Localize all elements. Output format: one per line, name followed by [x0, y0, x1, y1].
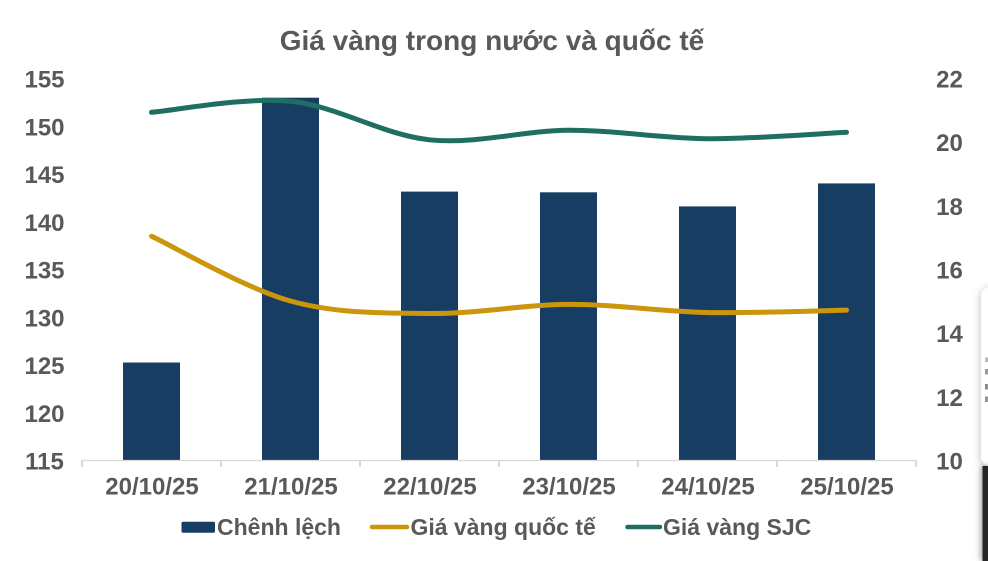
- svg-text:14: 14: [936, 321, 963, 348]
- svg-text:130: 130: [24, 305, 64, 332]
- svg-text:155: 155: [24, 67, 64, 94]
- svg-text:145: 145: [24, 162, 64, 189]
- svg-text:120: 120: [24, 401, 64, 428]
- svg-text:12: 12: [936, 385, 963, 412]
- svg-text:125: 125: [24, 353, 64, 380]
- svg-text:18: 18: [936, 194, 963, 221]
- svg-text:150: 150: [24, 114, 64, 141]
- svg-text:23/10/25: 23/10/25: [522, 474, 615, 501]
- svg-text:Chênh lệch: Chênh lệch: [217, 514, 341, 540]
- svg-text:22: 22: [936, 67, 963, 94]
- svg-text:10: 10: [936, 449, 963, 476]
- svg-text:16: 16: [936, 258, 963, 285]
- svg-text:25/10/25: 25/10/25: [800, 474, 893, 501]
- svg-text:Giá vàng SJC: Giá vàng SJC: [663, 514, 811, 540]
- svg-text:20: 20: [936, 130, 963, 157]
- svg-text:115: 115: [25, 449, 64, 476]
- svg-text:Giá vàng quốc tế: Giá vàng quốc tế: [411, 514, 597, 540]
- svg-text:22/10/25: 22/10/25: [383, 474, 476, 501]
- svg-text:20/10/25: 20/10/25: [105, 474, 198, 501]
- svg-text:135: 135: [24, 258, 64, 285]
- svg-text:Giá vàng trong nước và quốc tế: Giá vàng trong nước và quốc tế: [280, 25, 705, 56]
- svg-text:140: 140: [24, 210, 64, 237]
- svg-text:24/10/25: 24/10/25: [661, 474, 754, 501]
- svg-text:21/10/25: 21/10/25: [244, 474, 337, 501]
